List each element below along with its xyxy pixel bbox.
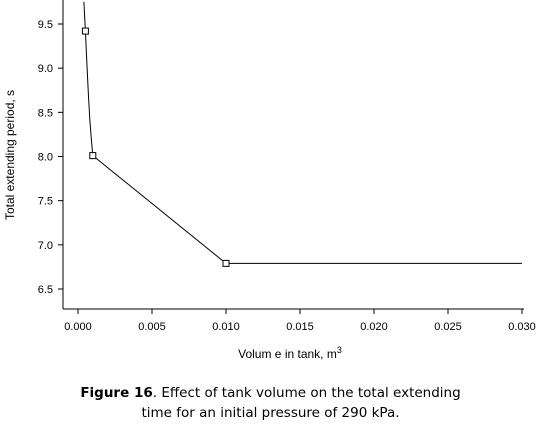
x-tick-label: 0.015 bbox=[286, 321, 314, 333]
x-axis-title-text: Volum e in tank, m bbox=[238, 347, 337, 361]
y-tick-label: 6.5 bbox=[38, 284, 53, 296]
x-tick-label: 0.025 bbox=[434, 321, 462, 333]
x-tick-label: 0.005 bbox=[138, 321, 166, 333]
series-line bbox=[83, 1, 522, 264]
y-tick-label: 9.5 bbox=[38, 19, 53, 31]
y-tick-label: 9.0 bbox=[38, 63, 53, 75]
y-ticks: 6.5 7.0 7.5 8.0 8.5 9.0 9.5 bbox=[38, 19, 63, 296]
data-point-marker bbox=[222, 259, 230, 267]
figure-caption-text1: . Effect of tank volume on the total ext… bbox=[152, 385, 461, 401]
x-axis-title: Volum e in tank, m3 bbox=[238, 345, 342, 361]
x-ticks: 0.000 0.005 0.010 0.015 0.020 0.025 0.030 bbox=[64, 309, 536, 333]
plot-frame bbox=[62, 0, 524, 310]
x-tick-label: 0.020 bbox=[360, 321, 388, 333]
y-tick-label: 8.5 bbox=[38, 107, 53, 119]
x-tick-label: 0.010 bbox=[212, 321, 240, 333]
series-markers bbox=[81, 27, 230, 267]
y-tick-label: 7.0 bbox=[38, 240, 53, 252]
y-axis-title: Total extending period, s bbox=[3, 90, 17, 220]
chart: 6.57.07.58.08.59.09.5 0.000 0.005 0.010 0.0… bbox=[3, 0, 536, 361]
data-point-marker bbox=[89, 152, 97, 160]
y-tick-label: 8.0 bbox=[38, 152, 53, 164]
figure-caption-line2: time for an initial pressure of 290 kPa. bbox=[141, 405, 400, 421]
x-tick-label: 0.030 bbox=[508, 321, 536, 333]
figure-caption-label: Figure 16 bbox=[80, 385, 153, 401]
data-point-marker bbox=[81, 27, 89, 35]
x-axis-title-superscript: 3 bbox=[337, 345, 342, 355]
y-tick-label: 7.5 bbox=[38, 196, 53, 208]
figure-caption-line1: Figure 16. Effect of tank volume on the … bbox=[0, 385, 541, 401]
x-tick-label: 0.000 bbox=[64, 321, 92, 333]
